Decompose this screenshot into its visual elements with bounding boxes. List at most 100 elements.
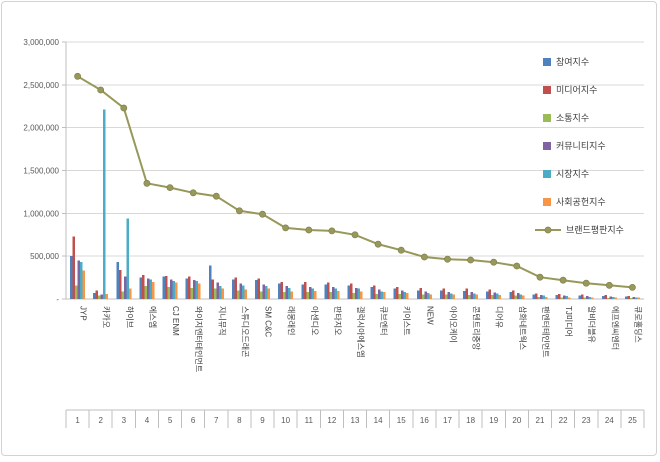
legend-label: 브랜드평판지수 <box>566 225 624 235</box>
legend-swatch <box>543 198 551 206</box>
line-marker <box>212 192 220 200</box>
bar <box>255 280 258 299</box>
bar <box>463 290 466 299</box>
line-marker <box>444 255 451 263</box>
x-axis-category-label: 지니뮤직 <box>217 306 227 335</box>
bar <box>426 293 430 299</box>
bar <box>257 278 261 299</box>
bar <box>447 292 450 299</box>
line-marker <box>74 72 81 80</box>
bar <box>606 297 610 299</box>
bar <box>468 295 471 299</box>
bar <box>185 278 189 299</box>
x-axis-category-label: 아이오케이 <box>448 306 458 343</box>
bar <box>486 291 489 299</box>
x-axis-category-label: JYP <box>79 306 88 321</box>
bar <box>444 294 448 299</box>
bar <box>357 288 360 299</box>
bar <box>375 293 379 299</box>
bar <box>149 279 152 299</box>
legend-swatch <box>543 142 551 150</box>
bar <box>198 283 201 299</box>
legend-label: 소통지수 <box>556 113 589 123</box>
bar <box>170 279 173 299</box>
bar <box>105 293 109 299</box>
x-axis-category-label: 디어유 <box>495 306 505 328</box>
bar <box>211 279 214 299</box>
rank-label: 24 <box>605 416 614 425</box>
bar <box>290 291 294 299</box>
bar <box>260 291 263 299</box>
legend-swatch <box>543 58 551 66</box>
rank-label: 6 <box>191 416 196 425</box>
bar <box>475 294 479 299</box>
bar <box>601 296 605 299</box>
rank-label: 5 <box>168 416 173 425</box>
bar <box>439 290 443 299</box>
line-marker <box>120 104 128 112</box>
bar <box>604 295 607 299</box>
bar <box>449 293 453 299</box>
bar <box>560 297 564 299</box>
x-axis-category-label: 래몽래인 <box>287 306 297 335</box>
bar <box>370 287 374 299</box>
bar <box>70 256 73 299</box>
bar <box>568 297 571 299</box>
line-marker <box>513 262 521 270</box>
bar <box>403 292 407 299</box>
bar <box>360 291 363 299</box>
legend-label: 미디어지수 <box>556 85 597 95</box>
y-axis-tick-label: - <box>56 295 59 304</box>
bar <box>267 288 271 299</box>
rank-label: 17 <box>443 416 452 425</box>
bar <box>218 286 222 299</box>
line-marker <box>582 279 590 287</box>
bar <box>336 290 340 299</box>
bar <box>488 289 492 299</box>
bar <box>213 288 217 299</box>
x-axis-category-label: 아센디오 <box>310 306 320 335</box>
bar <box>167 287 171 299</box>
bar <box>244 289 247 299</box>
bar <box>611 297 615 299</box>
rank-label: 22 <box>559 416 568 425</box>
rank-label: 7 <box>214 416 219 425</box>
x-axis-category-label: 카카오 <box>102 306 111 328</box>
bar <box>162 276 166 299</box>
bar <box>591 297 594 299</box>
line-marker <box>235 207 243 215</box>
bar <box>493 292 497 299</box>
bar <box>637 297 640 299</box>
rank-label: 10 <box>281 416 290 425</box>
bar <box>544 296 548 299</box>
line-marker <box>166 184 174 191</box>
bar <box>534 293 538 299</box>
bar <box>624 296 628 299</box>
bar <box>95 290 99 299</box>
bar <box>583 297 587 299</box>
bar <box>231 279 235 299</box>
bar <box>151 281 155 299</box>
bar <box>331 287 335 299</box>
x-axis-category-label: 갤럭시아에스엠 <box>356 306 366 358</box>
x-axis-category-label: 팬엔터테인먼트 <box>541 306 551 358</box>
bar <box>172 281 176 299</box>
bar <box>393 288 397 299</box>
bar <box>511 290 515 299</box>
rank-label: 20 <box>512 416 521 425</box>
bar <box>128 288 132 299</box>
bar <box>614 297 617 299</box>
bar <box>609 296 612 299</box>
rank-label: 1 <box>75 416 80 425</box>
bar <box>398 293 402 299</box>
bar <box>311 288 314 299</box>
bar <box>421 294 425 299</box>
x-axis-category-label: 하이브 <box>125 306 135 328</box>
bar <box>329 292 332 299</box>
line-marker <box>305 226 313 234</box>
bar <box>326 282 330 299</box>
rank-label: 11 <box>305 416 314 425</box>
bar <box>424 291 427 299</box>
bar <box>373 285 376 299</box>
x-axis-category-label: 알비더블유 <box>587 306 597 343</box>
